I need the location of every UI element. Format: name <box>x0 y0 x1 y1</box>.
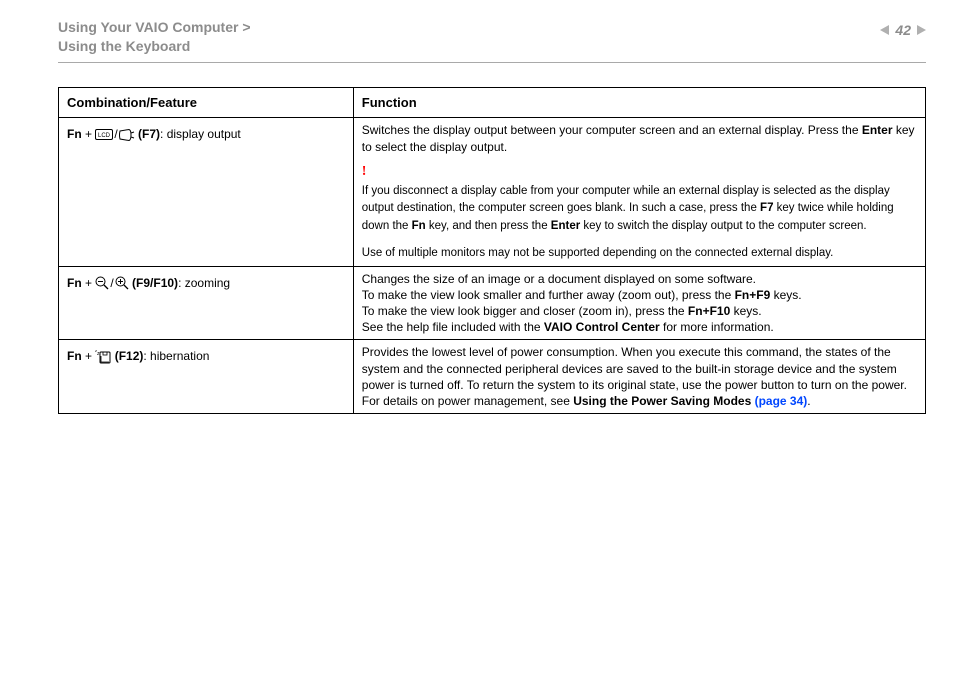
breadcrumb-line1: Using Your VAIO Computer > <box>58 19 251 35</box>
breadcrumb: Using Your VAIO Computer > Using the Key… <box>58 18 251 56</box>
page-header: Using Your VAIO Computer > Using the Key… <box>58 18 926 63</box>
func-f12: Provides the lowest level of power consu… <box>353 340 925 414</box>
breadcrumb-line2: Using the Keyboard <box>58 38 190 54</box>
pager: 42 <box>880 22 926 38</box>
combo-f12: Fn + z z (F12): hibernation <box>59 340 354 414</box>
warning-note: If you disconnect a display cable from y… <box>362 185 894 232</box>
table-row: Fn + / (F9/F10): zooming Changes the s <box>59 266 926 340</box>
prev-page-icon[interactable] <box>880 25 889 35</box>
zoom-out-icon <box>95 276 109 290</box>
table-row: Fn + LCD / (F7): display output Switches… <box>59 118 926 266</box>
zoom-in-icon <box>115 276 129 290</box>
lcd-icon: LCD <box>95 129 113 141</box>
combo-f7: Fn + LCD / (F7): display output <box>59 118 354 266</box>
page-link[interactable]: (page 34) <box>755 394 808 408</box>
func-f7: Switches the display output between your… <box>353 118 925 266</box>
crt-icon <box>119 129 135 141</box>
col-function: Function <box>353 87 925 118</box>
hibernate-icon: z z <box>95 350 111 364</box>
table-row: Fn + z z (F12): hibernation Provides the… <box>59 340 926 414</box>
warning-icon: ! <box>362 163 917 182</box>
combo-f9f10: Fn + / (F9/F10): zooming <box>59 266 354 340</box>
table-header-row: Combination/Feature Function <box>59 87 926 118</box>
page-number: 42 <box>895 22 911 38</box>
func-f9f10: Changes the size of an image or a docume… <box>353 266 925 340</box>
col-combination: Combination/Feature <box>59 87 354 118</box>
svg-text:z: z <box>95 350 97 353</box>
svg-text:LCD: LCD <box>98 133 111 139</box>
next-page-icon[interactable] <box>917 25 926 35</box>
keyboard-combinations-table: Combination/Feature Function Fn + LCD / <box>58 87 926 414</box>
